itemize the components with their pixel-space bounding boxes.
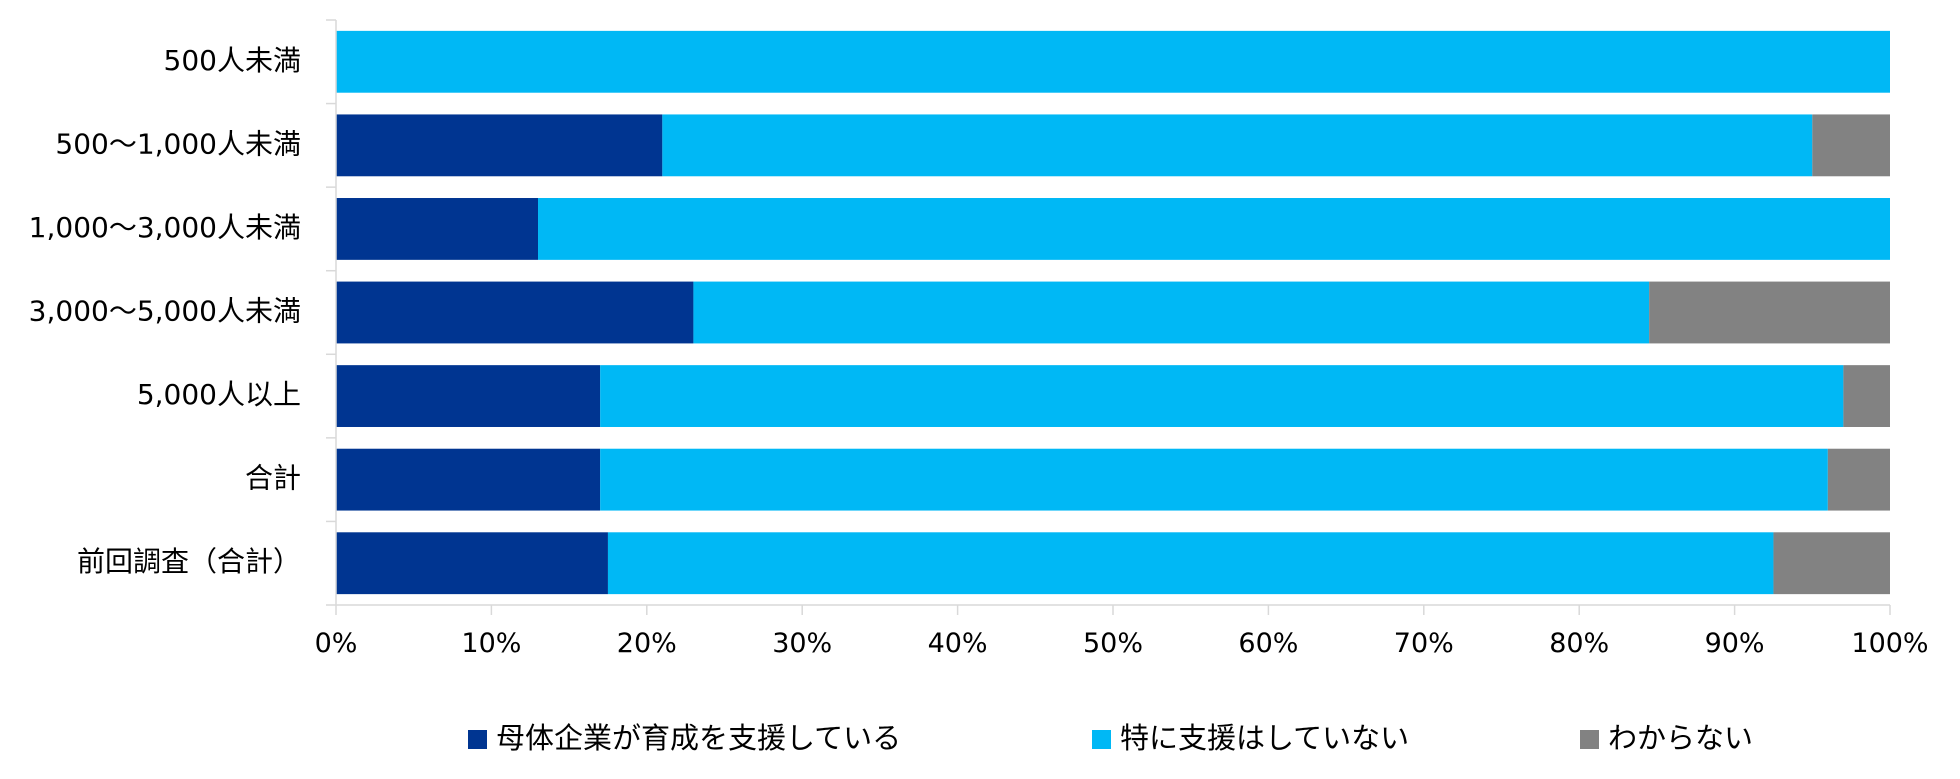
bar-segment-4-series-2 (693, 281, 1650, 344)
bars-layer (336, 30, 1890, 595)
legend: 母体企業が育成を支援している 特に支援はしていない わからない (468, 721, 1753, 755)
bar-segment-5-series-2 (600, 365, 1844, 427)
category-label: 合計 (245, 462, 301, 495)
category-labels: 500人未満 500～1,000人未満 1,000～3,000人未満 3,000～5,… (29, 44, 301, 578)
bar-segment-5-series-1 (336, 365, 601, 427)
x-tick-label: 100% (1851, 628, 1928, 659)
x-tick-label: 30% (772, 628, 832, 659)
bar-segment-7-series-1 (336, 532, 608, 595)
bar-segment-3-series-1 (336, 198, 539, 260)
bar-segment-6-series-2 (600, 448, 1828, 511)
x-tick-label: 60% (1238, 628, 1298, 659)
legend-label: 母体企業が育成を支援している (496, 721, 901, 755)
category-label: 5,000人以上 (137, 378, 301, 411)
category-label: 3,000～5,000人未満 (29, 295, 301, 328)
category-label: 500～1,000人未満 (55, 127, 301, 160)
bar-segment-6-series-3 (1827, 448, 1890, 511)
bar-segment-4-series-1 (336, 281, 694, 344)
bar-segment-6-series-1 (336, 448, 601, 511)
bar-segment-7-series-3 (1773, 532, 1890, 595)
bar-segment-1-series-2 (336, 30, 1890, 93)
legend-label: わからない (1608, 721, 1753, 755)
legend-swatch (1092, 730, 1111, 749)
bar-segment-4-series-3 (1649, 281, 1890, 344)
category-label: 500人未満 (164, 44, 301, 77)
bar-segment-7-series-2 (607, 532, 1774, 595)
bar-segment-5-series-3 (1843, 365, 1890, 427)
legend-swatch (468, 730, 487, 749)
category-label: 前回調査（合計） (77, 545, 301, 578)
x-tick-label: 0% (315, 628, 358, 659)
x-tick-label: 80% (1549, 628, 1609, 659)
category-label: 1,000～3,000人未満 (29, 211, 301, 244)
x-tick-label: 10% (461, 628, 521, 659)
x-tick-label: 40% (928, 628, 988, 659)
bar-segment-2-series-3 (1812, 114, 1890, 177)
bar-segment-3-series-2 (538, 198, 1890, 260)
legend-label: 特に支援はしていない (1120, 721, 1409, 755)
x-tick-label: 90% (1705, 628, 1765, 659)
x-tick-label: 20% (617, 628, 677, 659)
axis-layer (326, 19, 1891, 615)
bar-segment-2-series-1 (336, 114, 663, 177)
x-tick-label: 70% (1394, 628, 1454, 659)
legend-swatch (1580, 730, 1599, 749)
x-tick-labels: 0% 10% 20% 30% 40% 50% 60% 70% 80% 90% 100% (315, 628, 1929, 659)
x-tick-label: 50% (1083, 628, 1143, 659)
bar-segment-2-series-2 (662, 114, 1813, 177)
